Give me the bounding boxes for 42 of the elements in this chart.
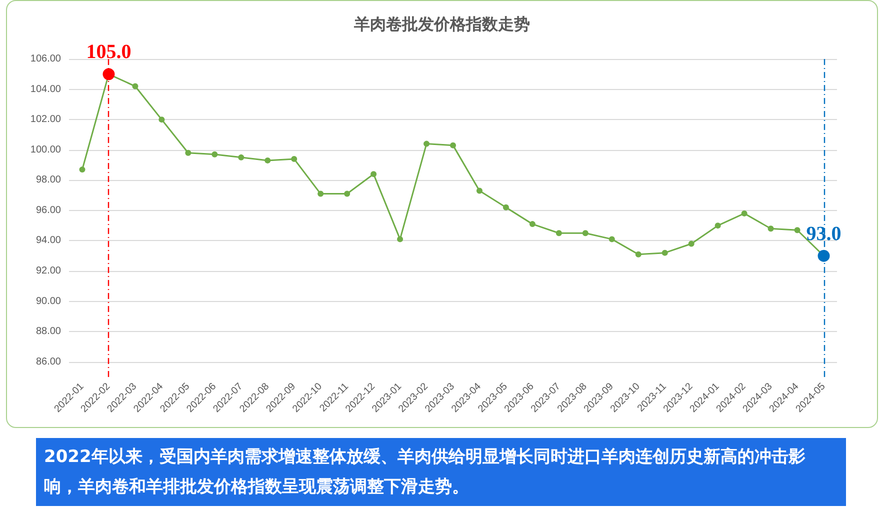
y-tick-label: 88.00 xyxy=(36,326,62,338)
y-tick-label: 102.00 xyxy=(30,114,62,126)
point xyxy=(132,83,138,90)
point xyxy=(79,166,86,173)
point xyxy=(185,150,192,156)
point xyxy=(344,190,350,197)
point xyxy=(264,157,271,164)
y-tick-label: 92.00 xyxy=(36,266,62,276)
point xyxy=(582,230,588,236)
annotation: 105.0 xyxy=(86,41,132,64)
annotation: 93.0 xyxy=(806,222,842,245)
point xyxy=(238,154,244,160)
point xyxy=(450,142,456,148)
point xyxy=(318,190,324,197)
y-tick-label: 106.00 xyxy=(30,54,62,64)
point xyxy=(741,210,748,216)
point xyxy=(158,116,165,123)
y-tick-label: 90.00 xyxy=(36,296,62,307)
point xyxy=(556,230,562,236)
point xyxy=(635,251,642,258)
text: 2022年以来，受国内羊肉需求增速整体放缓、羊肉供给明显增长同时进口羊肉连创历史新高的冲击影响，羊肉卷和羊排批发价格指数呈现震荡调整下滑走势。 xyxy=(36,438,846,506)
y-tick-label: 94.00 xyxy=(36,235,62,246)
point xyxy=(768,226,774,232)
y-tick-label: 104.00 xyxy=(30,84,62,95)
point xyxy=(529,221,536,228)
y-tick-label: 86.00 xyxy=(36,356,62,368)
chart-title: 羊肉卷批发价格指数走势 xyxy=(353,14,530,34)
point xyxy=(370,171,377,178)
point xyxy=(662,250,668,256)
point xyxy=(608,236,615,242)
y-tick-label: 100.00 xyxy=(30,144,62,156)
y-tick-label: 98.00 xyxy=(36,174,62,186)
point xyxy=(212,151,218,158)
point xyxy=(794,227,800,234)
point xyxy=(688,240,694,247)
point xyxy=(476,188,482,194)
point xyxy=(291,156,298,162)
point xyxy=(502,204,509,210)
point xyxy=(424,140,430,147)
y-tick-label: 96.00 xyxy=(36,204,62,216)
point xyxy=(397,236,404,242)
point xyxy=(714,222,721,229)
